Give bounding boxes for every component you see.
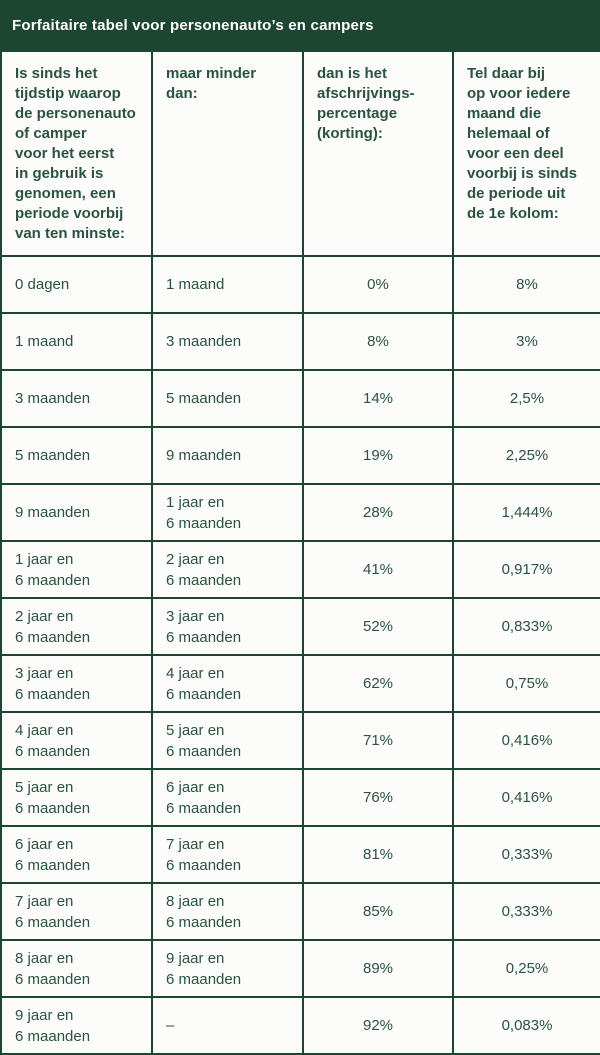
table-row: 2 jaar en 6 maanden 3 jaar en 6 maanden … <box>0 597 600 656</box>
cell-period-from: 6 jaar en 6 maanden <box>0 825 153 884</box>
table-row: 3 jaar en 6 maanden 4 jaar en 6 maanden … <box>0 654 600 713</box>
cell-period-from: 1 jaar en 6 maanden <box>0 540 153 599</box>
cell-percentage: 92% <box>302 996 454 1055</box>
table-row: 4 jaar en 6 maanden 5 jaar en 6 maanden … <box>0 711 600 770</box>
depreciation-table: Is sinds het tijdstip waarop de personen… <box>0 50 600 1055</box>
table-row: 3 maanden 5 maanden 14% 2,5% <box>0 369 600 428</box>
cell-per-month: 0,333% <box>452 825 600 884</box>
col-header-period-min: Is sinds het tijdstip waarop de personen… <box>0 50 153 257</box>
cell-percentage: 19% <box>302 426 454 485</box>
cell-per-month: 1,444% <box>452 483 600 542</box>
cell-percentage: 85% <box>302 882 454 941</box>
cell-per-month: 0,25% <box>452 939 600 998</box>
table-row: 1 jaar en 6 maanden 2 jaar en 6 maanden … <box>0 540 600 599</box>
cell-per-month: 0,75% <box>452 654 600 713</box>
cell-period-to: 2 jaar en 6 maanden <box>151 540 304 599</box>
cell-period-from: 3 jaar en 6 maanden <box>0 654 153 713</box>
cell-period-to: 1 jaar en 6 maanden <box>151 483 304 542</box>
header-row: Is sinds het tijdstip waarop de personen… <box>0 50 600 257</box>
cell-period-to: 4 jaar en 6 maanden <box>151 654 304 713</box>
col-header-less-than: maar minder dan: <box>151 50 304 257</box>
cell-period-from: 1 maand <box>0 312 153 371</box>
cell-period-to: 5 maanden <box>151 369 304 428</box>
cell-percentage: 76% <box>302 768 454 827</box>
cell-period-to: 3 jaar en 6 maanden <box>151 597 304 656</box>
cell-percentage: 81% <box>302 825 454 884</box>
cell-percentage: 89% <box>302 939 454 998</box>
table-row: 9 jaar en 6 maanden – 92% 0,083% <box>0 996 600 1055</box>
cell-period-to: 3 maanden <box>151 312 304 371</box>
table-row: 8 jaar en 6 maanden 9 jaar en 6 maanden … <box>0 939 600 998</box>
table-title-bar: Forfaitaire tabel voor personenauto’s en… <box>0 0 600 50</box>
cell-period-from: 2 jaar en 6 maanden <box>0 597 153 656</box>
cell-percentage: 71% <box>302 711 454 770</box>
cell-percentage: 8% <box>302 312 454 371</box>
cell-period-from: 3 maanden <box>0 369 153 428</box>
cell-period-to: 1 maand <box>151 255 304 314</box>
cell-period-to: – <box>151 996 304 1055</box>
cell-per-month: 2,5% <box>452 369 600 428</box>
cell-period-from: 8 jaar en 6 maanden <box>0 939 153 998</box>
table-row: 6 jaar en 6 maanden 7 jaar en 6 maanden … <box>0 825 600 884</box>
cell-per-month: 0,333% <box>452 882 600 941</box>
cell-period-to: 6 jaar en 6 maanden <box>151 768 304 827</box>
cell-percentage: 62% <box>302 654 454 713</box>
cell-period-from: 9 maanden <box>0 483 153 542</box>
cell-period-to: 5 jaar en 6 maanden <box>151 711 304 770</box>
cell-period-to: 7 jaar en 6 maanden <box>151 825 304 884</box>
table-row: 5 jaar en 6 maanden 6 jaar en 6 maanden … <box>0 768 600 827</box>
cell-period-from: 9 jaar en 6 maanden <box>0 996 153 1055</box>
cell-period-from: 5 maanden <box>0 426 153 485</box>
cell-period-from: 7 jaar en 6 maanden <box>0 882 153 941</box>
table-title: Forfaitaire tabel voor personenauto’s en… <box>12 16 374 34</box>
cell-period-to: 9 maanden <box>151 426 304 485</box>
cell-per-month: 8% <box>452 255 600 314</box>
cell-period-from: 5 jaar en 6 maanden <box>0 768 153 827</box>
cell-percentage: 52% <box>302 597 454 656</box>
table-row: 5 maanden 9 maanden 19% 2,25% <box>0 426 600 485</box>
cell-percentage: 0% <box>302 255 454 314</box>
col-header-monthly-addition: Tel daar bij op voor iedere maand die he… <box>452 50 600 257</box>
cell-percentage: 28% <box>302 483 454 542</box>
cell-period-to: 8 jaar en 6 maanden <box>151 882 304 941</box>
cell-period-from: 0 dagen <box>0 255 153 314</box>
cell-period-from: 4 jaar en 6 maanden <box>0 711 153 770</box>
table-row: 1 maand 3 maanden 8% 3% <box>0 312 600 371</box>
cell-percentage: 14% <box>302 369 454 428</box>
table-row: 7 jaar en 6 maanden 8 jaar en 6 maanden … <box>0 882 600 941</box>
table-row: 0 dagen 1 maand 0% 8% <box>0 255 600 314</box>
cell-per-month: 2,25% <box>452 426 600 485</box>
cell-per-month: 0,083% <box>452 996 600 1055</box>
cell-per-month: 0,917% <box>452 540 600 599</box>
cell-per-month: 0,416% <box>452 768 600 827</box>
cell-per-month: 0,833% <box>452 597 600 656</box>
cell-percentage: 41% <box>302 540 454 599</box>
cell-period-to: 9 jaar en 6 maanden <box>151 939 304 998</box>
col-header-depreciation-pct: dan is het afschrijvings- percentage (ko… <box>302 50 454 257</box>
table-row: 9 maanden 1 jaar en 6 maanden 28% 1,444% <box>0 483 600 542</box>
cell-per-month: 3% <box>452 312 600 371</box>
cell-per-month: 0,416% <box>452 711 600 770</box>
